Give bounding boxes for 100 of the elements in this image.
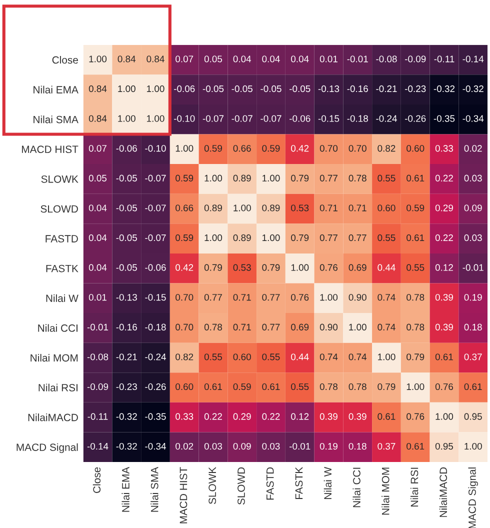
data-label: -0.21 bbox=[116, 354, 137, 360]
data-label: 0.39 bbox=[320, 413, 338, 420]
data-label: -0.09 bbox=[405, 56, 426, 62]
data-label: -0.05 bbox=[202, 85, 224, 92]
data-label: 0.29 bbox=[435, 204, 453, 212]
data-label: -0.05 bbox=[116, 204, 137, 212]
data-label: 0.33 bbox=[435, 145, 454, 152]
data-label: 0.74 bbox=[320, 354, 338, 360]
data-label: 0.59 bbox=[176, 174, 194, 182]
data-label: 0.71 bbox=[233, 294, 251, 301]
data-label: 0.61 bbox=[262, 383, 280, 390]
data-label: 0.05 bbox=[204, 56, 222, 62]
data-label: 0.77 bbox=[262, 324, 280, 330]
y-tick-label: FASTD bbox=[46, 235, 78, 242]
data-label: -0.15 bbox=[145, 294, 166, 301]
data-label: 0.70 bbox=[176, 324, 194, 330]
data-label: 0.04 bbox=[88, 204, 107, 212]
data-label: 0.09 bbox=[233, 442, 251, 450]
data-label: 0.90 bbox=[348, 294, 366, 301]
data-label: 0.77 bbox=[262, 294, 280, 301]
data-label: 0.03 bbox=[262, 442, 280, 450]
y-tick-label: SLOWK bbox=[41, 175, 78, 183]
data-label: -0.07 bbox=[260, 115, 282, 122]
data-label: 1.00 bbox=[118, 115, 136, 122]
data-label: 0.89 bbox=[204, 204, 222, 212]
data-label: -0.01 bbox=[87, 324, 108, 330]
data-label: -0.11 bbox=[88, 413, 108, 420]
data-label: 0.22 bbox=[435, 174, 453, 182]
data-label: 0.89 bbox=[262, 204, 280, 212]
data-label: 0.82 bbox=[378, 145, 396, 152]
data-label: 0.84 bbox=[118, 56, 136, 62]
data-label: 0.53 bbox=[291, 204, 309, 212]
data-label: 1.00 bbox=[436, 413, 454, 420]
y-tick-label: Nilai MOM bbox=[30, 354, 78, 362]
data-label: -0.05 bbox=[116, 234, 137, 242]
data-label: 0.42 bbox=[176, 264, 194, 271]
data-label: -0.14 bbox=[87, 442, 108, 450]
data-label: -0.05 bbox=[116, 174, 137, 182]
data-label: 0.19 bbox=[464, 294, 482, 301]
data-label: 0.42 bbox=[291, 145, 309, 152]
data-label: -0.07 bbox=[145, 174, 166, 182]
data-label: 1.00 bbox=[320, 294, 338, 301]
data-label: -0.18 bbox=[347, 115, 368, 122]
data-label: 0.60 bbox=[233, 354, 251, 360]
data-label: 0.70 bbox=[176, 294, 194, 301]
data-label: -0.21 bbox=[376, 85, 397, 92]
x-tick-label: MACD HIST bbox=[180, 467, 188, 524]
data-label: 0.71 bbox=[348, 204, 366, 212]
data-label: 1.00 bbox=[176, 145, 194, 152]
x-tick-label: Nilai W bbox=[324, 466, 332, 499]
data-label: 1.00 bbox=[118, 85, 136, 92]
data-label: 0.84 bbox=[88, 115, 107, 122]
x-tick-label: SLOWD bbox=[238, 467, 245, 505]
data-label: -0.35 bbox=[434, 115, 455, 122]
x-tick-label: Nilai RSI bbox=[410, 468, 418, 507]
data-label: -0.24 bbox=[376, 115, 397, 122]
data-label: 0.79 bbox=[378, 383, 396, 390]
data-label: 0.04 bbox=[291, 56, 309, 62]
data-label: -0.18 bbox=[145, 324, 166, 330]
data-label: 0.22 bbox=[204, 413, 222, 420]
data-label: 0.02 bbox=[464, 145, 482, 152]
data-label: -0.01 bbox=[462, 264, 484, 271]
data-label: -0.08 bbox=[376, 56, 397, 62]
data-label: 0.61 bbox=[406, 174, 424, 182]
data-label: 1.00 bbox=[89, 56, 107, 62]
data-label: -0.26 bbox=[145, 383, 166, 390]
data-label: -0.07 bbox=[202, 115, 224, 122]
data-label: -0.01 bbox=[290, 442, 310, 450]
y-tick-label: Close bbox=[52, 56, 78, 64]
y-tick-label: NilaiMACD bbox=[28, 414, 78, 422]
data-label: -0.06 bbox=[116, 145, 137, 152]
data-label: 0.79 bbox=[291, 174, 309, 182]
data-label: 0.04 bbox=[233, 56, 252, 62]
data-label: 0.70 bbox=[348, 145, 366, 152]
data-label: 0.03 bbox=[464, 234, 482, 242]
data-label: 0.77 bbox=[348, 234, 366, 242]
data-label: 0.71 bbox=[233, 324, 251, 330]
data-label: 0.55 bbox=[262, 354, 280, 360]
data-label: 0.55 bbox=[406, 264, 424, 271]
y-tick-label: SLOWD bbox=[40, 205, 78, 213]
data-label: 0.59 bbox=[233, 383, 251, 390]
data-label: -0.14 bbox=[462, 56, 484, 62]
data-label: 1.00 bbox=[262, 174, 280, 182]
data-label: -0.34 bbox=[145, 442, 166, 450]
data-label: 0.84 bbox=[146, 56, 164, 62]
data-label: 1.00 bbox=[378, 354, 396, 360]
data-label: -0.16 bbox=[116, 324, 137, 330]
data-label: -0.15 bbox=[318, 115, 340, 122]
data-label: 0.09 bbox=[464, 204, 482, 212]
data-label: -0.13 bbox=[116, 294, 137, 301]
data-label: 0.53 bbox=[233, 264, 251, 271]
data-label: 0.74 bbox=[378, 324, 396, 330]
data-label: 0.12 bbox=[435, 264, 453, 271]
data-label: 0.18 bbox=[464, 324, 482, 330]
data-label: 0.79 bbox=[262, 264, 280, 271]
data-label: 0.37 bbox=[378, 442, 396, 450]
y-tick-label: Nilai W bbox=[46, 294, 78, 302]
data-label: 0.01 bbox=[320, 56, 338, 62]
data-label: 0.59 bbox=[176, 234, 194, 242]
data-label: 0.44 bbox=[291, 354, 309, 360]
